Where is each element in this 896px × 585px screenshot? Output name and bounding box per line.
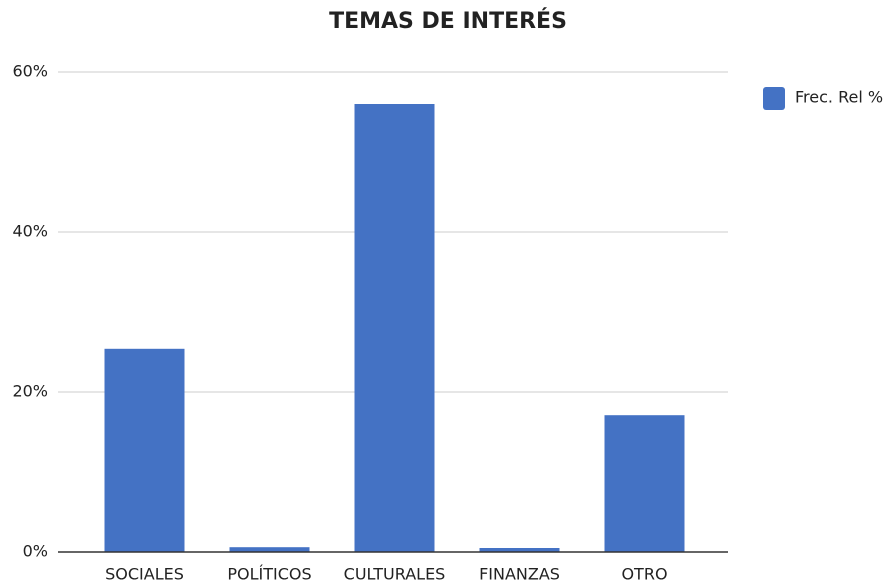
legend-swatch — [763, 87, 785, 110]
y-tick-label: 0% — [23, 542, 48, 561]
legend-label: Frec. Rel % — [795, 88, 883, 107]
y-tick-label: 60% — [12, 62, 48, 81]
x-tick-label: OTRO — [621, 565, 667, 584]
x-tick-label: CULTURALES — [344, 565, 446, 584]
bar — [354, 104, 435, 552]
x-tick-label: POLÍTICOS — [227, 565, 311, 584]
y-tick-label: 40% — [12, 222, 48, 241]
y-tick-label: 20% — [12, 382, 48, 401]
x-tick-label: FINANZAS — [479, 565, 560, 584]
bar — [604, 415, 685, 552]
x-tick-label: SOCIALES — [105, 565, 184, 584]
bar — [479, 548, 560, 552]
chart-title: TEMAS DE INTERÉS — [329, 8, 567, 34]
bar — [104, 348, 185, 552]
bar — [229, 547, 310, 552]
